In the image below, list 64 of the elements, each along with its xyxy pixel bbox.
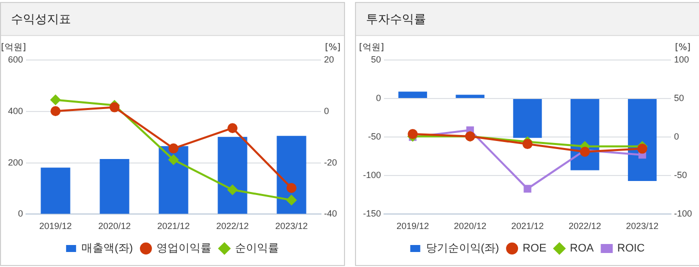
legend-label: ROE [522,242,546,255]
bar [513,99,542,138]
bar [100,158,130,214]
y-tick-label: 0 [18,208,24,219]
bar [276,136,306,214]
y2-tick-label: 20 [324,54,334,64]
y-tick-label: 50 [371,54,382,64]
x-tick-label: 2022/12 [216,221,249,232]
y-tick-label: 200 [8,157,24,168]
point [286,195,296,206]
bar [158,146,188,214]
legend-label: 당기순이익(좌) [426,242,500,255]
y-axis-title: [억원] [358,42,384,53]
bar [398,92,428,98]
x-tick-label: 2021/12 [511,221,544,232]
legend-label: 매출액(좌) [82,242,133,255]
point [110,102,120,112]
point [228,184,238,195]
point [524,184,532,193]
x-tick-label: 2019/12 [39,221,72,232]
y-tick-label: 400 [8,106,24,116]
y2-tick-label: 0 [674,132,679,142]
y-tick-label: 0 [376,93,382,104]
y-tick-label: -100 [363,170,382,180]
x-tick-label: 2021/12 [157,221,190,232]
legend-label: ROA [570,242,594,255]
chart-title: 수익성지표 [1,3,344,36]
y2-tick-label: -100 [674,208,692,219]
x-tick-label: 2020/12 [454,221,486,232]
y-axis-title: [억원] [0,42,26,53]
point [50,94,61,105]
bar [628,99,657,182]
point [408,129,418,140]
y2-tick-label: -40 [324,208,338,219]
x-tick-label: 2023/12 [626,221,659,232]
bar [40,168,70,214]
point [50,106,61,116]
point [168,154,179,165]
y2-tick-label: 100 [674,54,690,64]
point [286,182,296,193]
y-tick-label: 600 [8,54,24,64]
bar [218,136,248,214]
point [228,123,238,134]
point [522,139,532,150]
x-tick-label: 2023/12 [275,221,308,232]
x-tick-label: 2022/12 [568,221,602,232]
y2-axis-title: [%] [324,42,341,53]
bar [456,94,484,98]
point [580,146,590,157]
y-tick-label: -50 [368,132,382,142]
point [637,144,648,154]
x-tick-label: 2020/12 [98,221,131,232]
y2-tick-label: 50 [674,93,684,104]
legend-label: 영업이익률 [156,242,212,255]
chart-title: 투자수익률 [356,3,699,36]
y2-axis-title: [%] [674,42,691,53]
legend-label: 순이익률 [234,242,279,255]
y2-tick-label: -50 [674,170,687,180]
x-tick-label: 2019/12 [396,221,429,232]
legend-label: ROIC [617,242,645,255]
y-tick-label: -150 [363,208,382,219]
y2-tick-label: -20 [324,157,338,168]
y2-tick-label: 0 [324,106,330,116]
point [168,143,179,154]
